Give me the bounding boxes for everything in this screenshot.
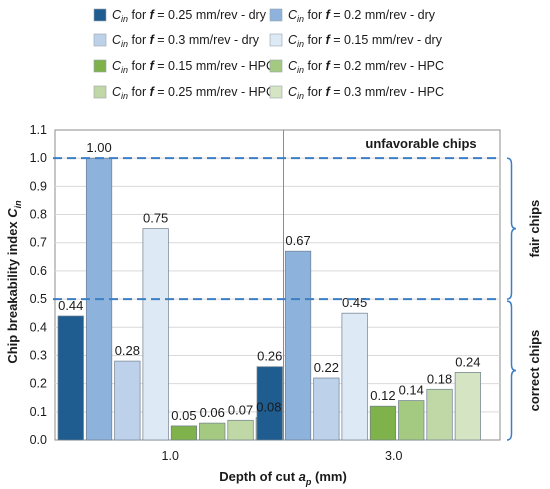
data-label: 0.18	[427, 371, 452, 386]
y-axis-label: Chip breakability index Cin	[5, 200, 23, 364]
data-label: 0.24	[455, 354, 480, 369]
data-label: 0.14	[399, 383, 424, 398]
data-label: 1.00	[86, 140, 111, 155]
legend-swatch	[269, 8, 283, 22]
y-tick-label: 0.3	[30, 348, 47, 362]
data-label: 0.12	[370, 388, 395, 403]
bar	[256, 366, 283, 441]
legend-item: Cin for f = 0.15 mm/rev - dry	[269, 33, 443, 49]
bar	[170, 425, 198, 441]
legend-swatch	[93, 33, 107, 47]
bar	[341, 312, 368, 441]
y-tick-label: 0.6	[30, 264, 47, 278]
y-tick-label: 0.8	[30, 208, 47, 222]
data-label: 0.06	[200, 405, 225, 420]
data-label: 0.26	[257, 349, 282, 364]
data-label: 0.75	[143, 211, 168, 226]
legend-label: Cin for f = 0.3 mm/rev - dry	[112, 33, 260, 49]
y-tick-label: 0.0	[30, 433, 47, 447]
data-label: 0.44	[58, 298, 83, 313]
data-label: 0.22	[314, 360, 339, 375]
legend-swatch	[269, 85, 283, 99]
legend-label: Cin for f = 0.3 mm/rev - HPC	[288, 85, 444, 101]
legend-label: Cin for f = 0.15 mm/rev - HPC	[112, 59, 275, 75]
legend-item: Cin for f = 0.25 mm/rev - dry	[93, 8, 267, 24]
legend-item: Cin for f = 0.25 mm/rev - HPC	[93, 85, 275, 101]
data-label: 0.45	[342, 295, 367, 310]
legend-item: Cin for f = 0.2 mm/rev - HPC	[269, 59, 444, 75]
x-tick-label: 1.0	[162, 449, 179, 463]
data-label: 0.05	[171, 408, 196, 423]
legend-label: Cin for f = 0.2 mm/rev - HPC	[288, 59, 444, 75]
x-axis-ticks: 1.0 3.0	[162, 449, 403, 463]
y-tick-label: 0.4	[30, 320, 47, 334]
zone-brace	[506, 157, 517, 300]
legend-item: Cin for f = 0.2 mm/rev - dry	[269, 8, 436, 24]
bar	[199, 422, 226, 441]
correct-chips-label: correct chips	[527, 330, 542, 412]
bar	[369, 405, 397, 441]
bar	[313, 377, 340, 441]
bar	[142, 228, 169, 441]
y-tick-label: 0.1	[30, 405, 47, 419]
zone-brace	[506, 300, 517, 441]
unfavorable-chips-label: unfavorable chips	[365, 136, 476, 151]
zones: unfavorable chips fair chips correct chips	[53, 136, 542, 441]
data-label: 0.08	[256, 399, 281, 414]
bar	[398, 400, 425, 441]
bar	[227, 419, 254, 441]
legend-swatch	[93, 85, 107, 99]
x-tick-label: 3.0	[385, 449, 402, 463]
y-axis-ticks: 0.0 0.1 0.2 0.3 0.4 0.5 0.6 0.7 0.8 0.9 1.0 1.1	[30, 123, 47, 447]
data-label: 0.67	[285, 233, 310, 248]
x-axis-label: Depth of cut ap (mm)	[219, 469, 347, 487]
legend-swatch	[93, 59, 107, 73]
data-labels: 0.44 1.00 0.28 0.75 0.05 0.06 0.07 0.08 0.26 0.67…	[58, 140, 480, 423]
legend-swatch	[269, 33, 283, 47]
legend-item: Cin for f = 0.3 mm/rev - dry	[93, 33, 260, 49]
bar	[284, 250, 312, 441]
bar	[426, 388, 453, 441]
data-label: 0.07	[228, 402, 253, 417]
legend-label: Cin for f = 0.25 mm/rev - dry	[112, 8, 267, 24]
y-tick-label: 0.5	[30, 292, 47, 306]
y-tick-label: 1.1	[30, 123, 47, 137]
y-tick-label: 0.2	[30, 377, 47, 391]
legend-label: Cin for f = 0.15 mm/rev - dry	[288, 33, 443, 49]
legend-swatch	[269, 59, 283, 73]
y-tick-label: 0.9	[30, 179, 47, 193]
bar	[57, 315, 84, 441]
legend-swatch	[93, 8, 107, 22]
bar	[114, 360, 141, 441]
legend-item: Cin for f = 0.3 mm/rev - HPC	[269, 85, 444, 101]
legend-item: Cin for f = 0.15 mm/rev - HPC	[93, 59, 275, 75]
fair-chips-label: fair chips	[527, 200, 542, 258]
data-label: 0.28	[115, 343, 140, 358]
legend-label: Cin for f = 0.2 mm/rev - dry	[288, 8, 436, 24]
y-tick-label: 0.7	[30, 236, 47, 250]
bar	[454, 372, 481, 441]
y-tick-label: 1.0	[30, 151, 47, 165]
legend-label: Cin for f = 0.25 mm/rev - HPC	[112, 85, 275, 101]
legend: Cin for f = 0.25 mm/rev - dry Cin for f =…	[93, 8, 444, 101]
